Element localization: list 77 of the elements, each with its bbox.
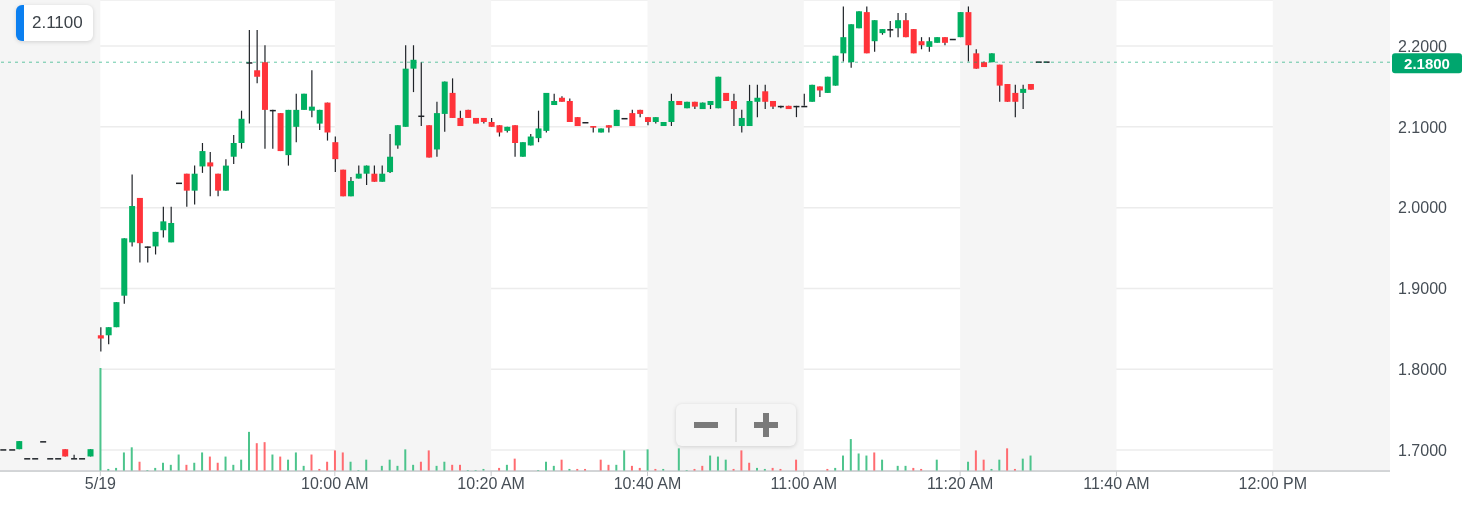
candlestick xyxy=(566,97,573,123)
bar xyxy=(99,368,102,471)
x-tick-label: 11:00 AM xyxy=(770,475,838,493)
candlestick xyxy=(160,206,167,239)
y-tick-label: 1.8000 xyxy=(1398,360,1448,378)
candlestick xyxy=(816,85,823,98)
y-tick-label: 2.1000 xyxy=(1398,118,1448,136)
candlestick xyxy=(207,151,214,197)
candlestick xyxy=(168,206,175,243)
bar xyxy=(865,455,868,471)
bar xyxy=(716,456,719,471)
bar xyxy=(427,450,430,471)
bar xyxy=(310,454,313,471)
bar xyxy=(247,431,250,471)
x-tick-label: 11:20 AM xyxy=(926,475,994,493)
x-tick-label: 10:40 AM xyxy=(613,475,682,493)
candlestick xyxy=(973,48,980,70)
bar xyxy=(873,452,876,471)
candlestick xyxy=(1012,84,1019,118)
candlestick xyxy=(840,5,847,62)
candlestick xyxy=(762,84,769,110)
candlestick xyxy=(387,133,394,174)
bar xyxy=(333,450,336,471)
bar xyxy=(130,447,133,471)
candlestick xyxy=(1020,84,1027,110)
bar xyxy=(224,456,227,471)
bar xyxy=(122,452,125,471)
candlestick xyxy=(191,165,198,205)
candlestick xyxy=(668,93,675,127)
candlestick xyxy=(254,29,261,84)
bar xyxy=(279,456,282,471)
candlestick xyxy=(183,173,190,208)
candlestick xyxy=(738,109,745,134)
candlestick xyxy=(895,12,902,38)
y-tick-label: 2.2000 xyxy=(1398,37,1448,55)
candlestick xyxy=(394,124,401,150)
bar xyxy=(341,452,344,471)
x-tick-label: 10:00 AM xyxy=(301,475,369,493)
candlestick xyxy=(71,454,78,460)
bar xyxy=(1029,455,1032,471)
x-tick-label: 10:20 AM xyxy=(457,475,525,493)
candlestick xyxy=(293,93,300,143)
annotation: 2.1100 xyxy=(16,5,93,41)
bar xyxy=(1006,448,1009,471)
x-tick-label: 11:40 AM xyxy=(1083,475,1150,493)
candlestick xyxy=(410,44,417,93)
candlestick xyxy=(512,124,519,158)
bar xyxy=(974,450,977,471)
candlestick xyxy=(246,29,253,125)
candlestick xyxy=(332,135,339,173)
candlestick xyxy=(230,134,237,165)
bar xyxy=(404,449,407,471)
candlestick xyxy=(199,142,206,174)
y-tick-label: 1.7000 xyxy=(1398,441,1448,459)
bar xyxy=(740,450,743,471)
x-tick-label: 5/19 xyxy=(84,475,117,493)
bar xyxy=(271,454,274,471)
bar xyxy=(623,450,626,471)
candlestick xyxy=(730,93,737,127)
bar xyxy=(709,455,712,471)
bar xyxy=(841,455,844,471)
ref-line-label: 2.1800 xyxy=(1404,55,1450,73)
bar xyxy=(263,442,266,471)
bar xyxy=(201,452,204,471)
bar xyxy=(849,439,852,471)
bar xyxy=(208,456,211,471)
y-tick-label: 1.9000 xyxy=(1398,280,1448,298)
bar xyxy=(294,452,297,471)
bar xyxy=(857,453,860,471)
x-tick-label: 12:00 PM xyxy=(1238,475,1307,493)
bar xyxy=(646,449,649,471)
y-tick-label: 2.0000 xyxy=(1398,199,1448,217)
candlestick xyxy=(902,12,909,38)
candlestick xyxy=(308,69,315,118)
candlestick xyxy=(97,326,104,353)
bar xyxy=(677,448,680,471)
bar xyxy=(177,454,180,471)
